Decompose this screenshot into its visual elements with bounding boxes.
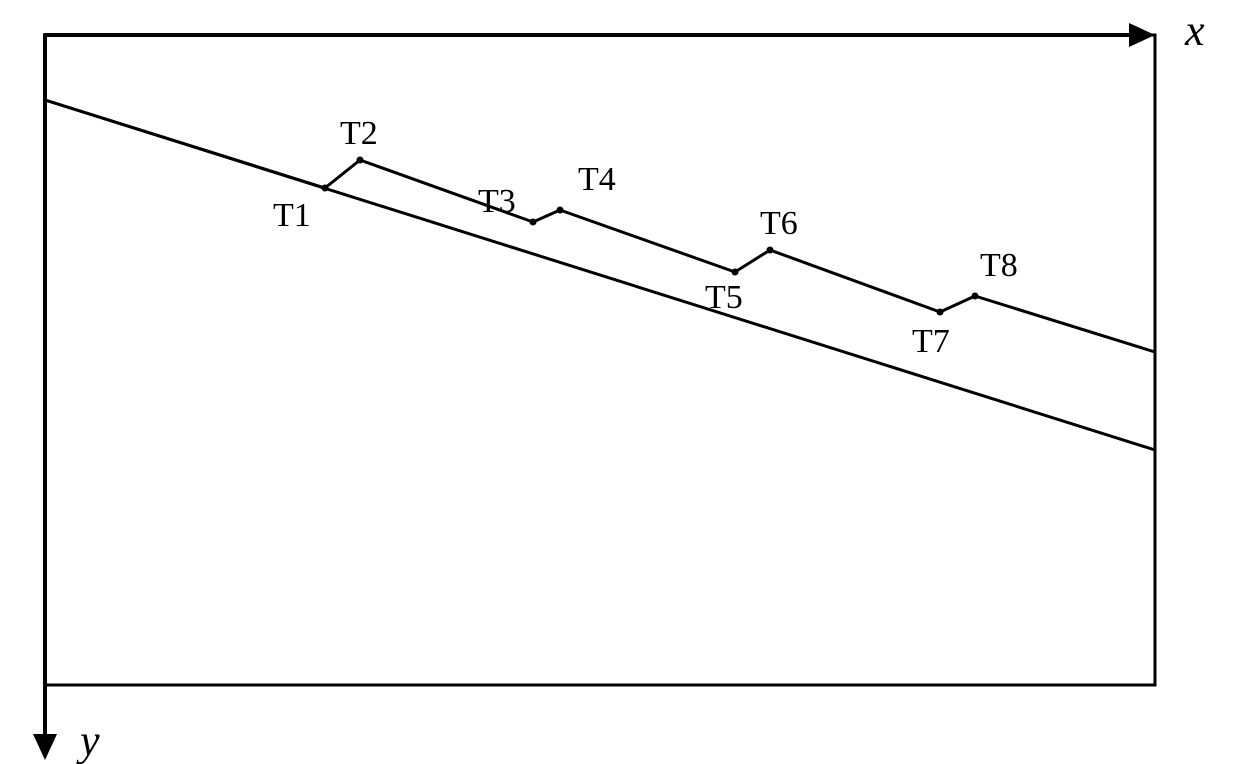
- upper-stepped-polyline: [45, 100, 1155, 352]
- y-axis-label: y: [76, 716, 100, 764]
- point-marker-t1: [322, 185, 329, 192]
- x-axis-label: x: [1184, 6, 1205, 55]
- point-label-t2: T2: [340, 115, 378, 152]
- point-label-t4: T4: [578, 161, 616, 198]
- point-label-t5: T5: [705, 279, 743, 316]
- point-marker-t3: [530, 219, 537, 226]
- point-marker-t8: [972, 293, 979, 300]
- point-label-t6: T6: [760, 205, 798, 242]
- point-label-t3: T3: [478, 183, 516, 220]
- point-marker-t2: [357, 157, 364, 164]
- y-axis-arrowhead: [33, 734, 57, 760]
- point-marker-t4: [557, 207, 564, 214]
- plot-frame: [45, 35, 1155, 685]
- x-axis-arrowhead: [1129, 23, 1155, 47]
- point-label-t8: T8: [980, 247, 1018, 284]
- point-label-t1: T1: [273, 197, 311, 234]
- point-label-t7: T7: [912, 323, 950, 360]
- point-marker-t5: [732, 269, 739, 276]
- point-marker-t7: [937, 309, 944, 316]
- point-marker-t6: [767, 247, 774, 254]
